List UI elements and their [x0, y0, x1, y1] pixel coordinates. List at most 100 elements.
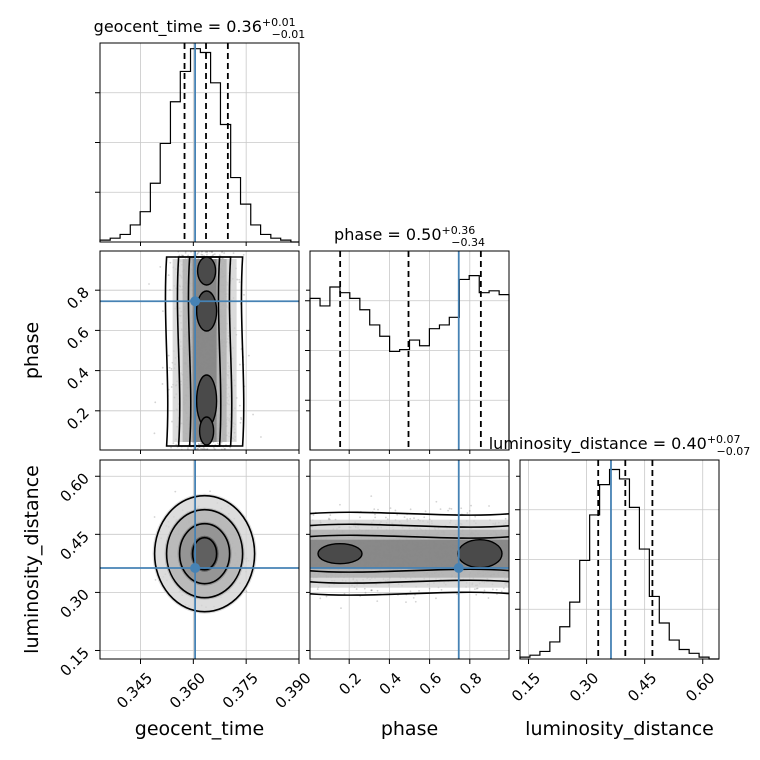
- sample-point: [245, 590, 248, 593]
- sample-point: [339, 503, 341, 506]
- sample-point: [450, 507, 453, 510]
- xtick-label-phase-2: 0.6: [416, 669, 446, 699]
- sample-point: [474, 515, 477, 518]
- yaxis-label-luminosity_distance: luminosity_distance: [21, 465, 43, 654]
- panel-frame-1: [99, 459, 300, 660]
- panel-frame-0: [99, 250, 300, 451]
- sample-point: [488, 505, 490, 507]
- sample-point: [370, 589, 373, 592]
- sample-point: [211, 251, 214, 253]
- sample-point: [355, 588, 358, 590]
- sample-point: [325, 595, 328, 598]
- sample-point: [201, 253, 204, 256]
- sample-point: [161, 310, 164, 313]
- sample-point: [197, 251, 200, 254]
- sample-point: [424, 510, 427, 513]
- sample-point: [487, 597, 490, 599]
- sample-point: [238, 281, 241, 284]
- sample-point: [435, 597, 437, 600]
- sample-point: [238, 278, 241, 281]
- sample-point: [154, 578, 157, 581]
- panel-frame-2: [309, 459, 510, 660]
- panel-inner-1: [100, 460, 299, 659]
- ytick-label-luminosity_distance-0: 0.15: [56, 644, 92, 680]
- title-text-phase: phase = 0.50: [334, 225, 441, 244]
- panel-title-luminosity_distance: luminosity_distance = 0.40+0.07 −0.07: [489, 433, 751, 458]
- sample-point: [423, 516, 426, 519]
- sample-point: [243, 293, 245, 296]
- hist-step-geocent_time: [99, 48, 299, 243]
- xtick-label-luminosity_distance-0: 0.15: [508, 669, 544, 705]
- xtick-label-phase-1: 0.4: [376, 669, 406, 699]
- sample-point: [409, 517, 412, 520]
- truth-marker-2: [453, 563, 464, 574]
- sample-point: [242, 253, 245, 256]
- sample-point: [223, 448, 226, 450]
- title-text-geocent_time: geocent_time = 0.36: [94, 17, 262, 37]
- sample-point: [204, 251, 207, 254]
- sample-point: [211, 254, 214, 257]
- xtick-label-phase-0: 0.2: [335, 669, 365, 699]
- sample-point: [201, 443, 204, 446]
- hist-frame-geocent_time: [99, 42, 300, 243]
- sample-point: [483, 589, 486, 592]
- truth-marker-1: [190, 563, 201, 574]
- sample-point: [475, 587, 478, 590]
- sample-point: [448, 507, 451, 510]
- sample-point: [312, 514, 315, 516]
- sample-point: [169, 288, 171, 291]
- sample-point: [495, 588, 498, 591]
- sample-point: [475, 593, 478, 596]
- sample-point: [229, 446, 232, 449]
- yaxis-label-phase: phase: [21, 322, 43, 379]
- sample-point: [440, 588, 443, 591]
- sample-point: [240, 418, 243, 421]
- sample-point: [409, 508, 412, 511]
- contour-band-1: [176, 256, 233, 447]
- xtick-label-luminosity_distance-2: 0.45: [624, 669, 660, 705]
- sample-point: [389, 507, 392, 510]
- sample-point: [174, 490, 177, 493]
- contour-hcore-0: [317, 542, 363, 565]
- sample-point: [491, 588, 494, 591]
- sample-point: [197, 443, 200, 446]
- sample-point: [216, 442, 219, 445]
- sample-point: [247, 354, 250, 357]
- panel-2d-phase-luminosity_distance: [309, 459, 510, 660]
- sample-point: [374, 513, 376, 516]
- title-minus-luminosity_distance: −0.07: [717, 445, 751, 458]
- title-plus-geocent_time: +0.01: [262, 16, 296, 29]
- sample-point: [161, 383, 164, 385]
- sample-point: [187, 254, 190, 257]
- sample-point: [504, 517, 507, 520]
- sample-point: [252, 413, 254, 416]
- sample-point: [473, 588, 476, 591]
- sample-point: [199, 441, 202, 444]
- ytick-label-phase-3: 0.8: [63, 283, 93, 313]
- sample-point: [196, 252, 199, 255]
- sample-point: [159, 266, 162, 268]
- sample-point: [180, 254, 183, 257]
- hist-frame-luminosity_distance: [519, 459, 720, 660]
- sample-point: [456, 593, 459, 595]
- sample-point: [161, 366, 164, 369]
- sample-point: [409, 590, 412, 593]
- sample-point: [200, 442, 202, 445]
- sample-point: [153, 432, 156, 435]
- sample-point: [175, 443, 178, 446]
- sample-point: [187, 447, 189, 449]
- sample-point: [329, 514, 332, 517]
- sample-point: [460, 507, 463, 510]
- contour-hband-1: [310, 523, 509, 584]
- contour-hcore-1: [457, 538, 503, 569]
- contour-blob-0: [153, 494, 256, 613]
- sample-point: [171, 420, 173, 423]
- xaxis-label-phase: phase: [381, 718, 438, 740]
- xtick-label-geocent_time-3: 0.390: [272, 669, 315, 712]
- sample-point: [148, 283, 150, 285]
- title-minus-phase: −0.34: [451, 236, 485, 249]
- sample-point: [224, 447, 227, 450]
- panel-title-phase: phase = 0.50+0.36 −0.34: [334, 224, 485, 249]
- sample-point: [221, 251, 223, 254]
